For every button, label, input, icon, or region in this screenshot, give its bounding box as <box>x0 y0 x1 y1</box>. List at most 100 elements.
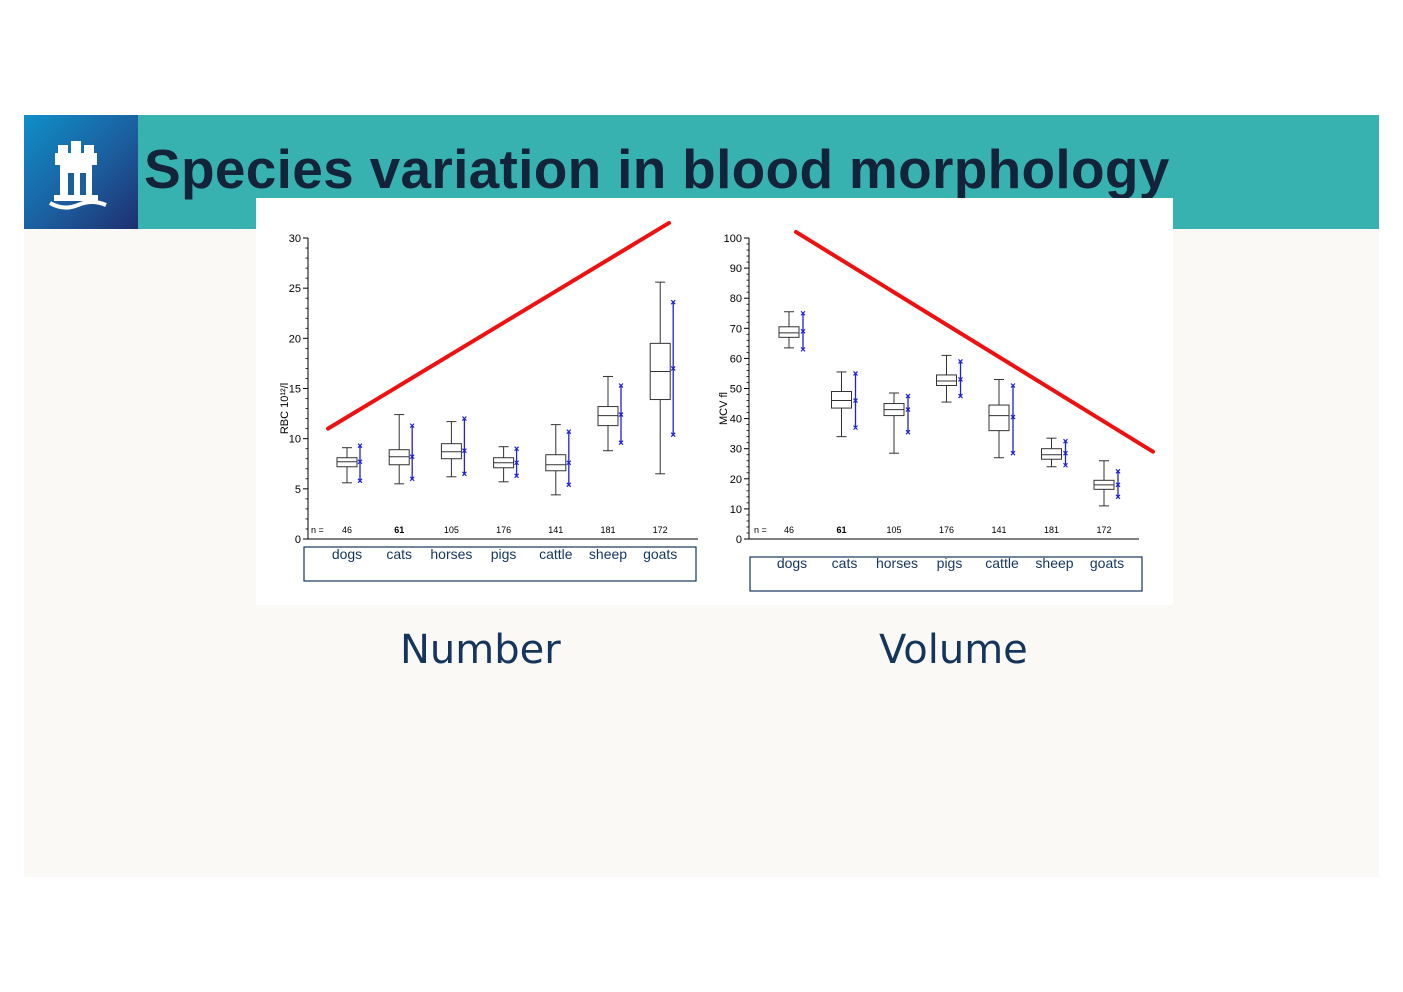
chart2-ref-marker-mid <box>1010 414 1016 420</box>
castle-icon <box>49 141 107 210</box>
chart1-category-cattle: cattle <box>539 546 573 562</box>
chart1-category-cats: cats <box>386 546 412 562</box>
chart2-n-value-cattle: 141 <box>991 525 1006 535</box>
chart2-ref-marker-low <box>905 429 911 435</box>
chart1-box-cats <box>388 449 410 466</box>
chart2-y-axis-label: MCV fl <box>718 392 730 425</box>
chart2-category-goats: goats <box>1090 555 1124 571</box>
chart2-ref-marker-mid <box>1063 450 1068 456</box>
chart2-y-tick-label: 90 <box>730 263 742 275</box>
chart2-ref-marker-high <box>1115 468 1121 474</box>
chart1-ref-marker-high <box>618 383 624 388</box>
chart1-ref-marker-high <box>357 443 363 449</box>
chart2-category-dogs: dogs <box>777 555 807 571</box>
chart2-y-tick-label: 0 <box>736 534 742 546</box>
chart1-ref-marker-mid <box>670 366 676 371</box>
chart1-n-value-goats: 172 <box>653 525 668 535</box>
chart1-y-tick-label: 25 <box>289 283 301 295</box>
chart2-ref-marker-high <box>905 393 911 399</box>
chart1-ref-marker-low <box>409 476 415 482</box>
chart1-ref-marker-low <box>566 482 572 488</box>
chart2-n-value-goats: 172 <box>1096 525 1111 535</box>
chart1-y-tick-label: 30 <box>289 233 301 245</box>
chart1-y-tick-label: 15 <box>289 384 301 396</box>
chart1-category-goats: goats <box>643 546 677 562</box>
chart2-ref-marker-mid <box>905 407 911 412</box>
chart1-box-dogs <box>336 457 358 468</box>
chart2-n-value-horses: 105 <box>886 525 901 535</box>
chart2-box-dogs <box>778 326 800 338</box>
chart1-y-tick-label: 10 <box>289 434 301 446</box>
title-bar: Species variation in blood morphology <box>24 115 1379 229</box>
chart1-ref-marker-high <box>566 429 572 435</box>
chart1-ref-marker-mid <box>514 460 520 466</box>
chart1-y-tick-label: 0 <box>295 534 301 546</box>
chart2-trend-line-decreasing <box>794 229 1155 454</box>
chart2-ref-marker-low <box>800 346 806 352</box>
chart2-ref-marker-high <box>1063 438 1068 444</box>
chart2-y-tick-label: 80 <box>730 293 742 305</box>
university-logo <box>24 115 138 229</box>
chart1-category-pigs: pigs <box>491 546 517 562</box>
chart1-category-sheep: sheep <box>589 546 627 562</box>
chart1-box-sheep <box>597 406 619 427</box>
chart1-category-dogs: dogs <box>332 546 362 562</box>
chart2-ref-marker-low <box>958 393 963 399</box>
chart1-ref-marker-low <box>670 432 676 438</box>
chart1-ref-marker-high <box>670 299 676 305</box>
chart2-category-box <box>749 556 1143 592</box>
chart1-ref-marker-mid <box>566 460 572 466</box>
chart2-y-tick-label: 70 <box>730 323 742 335</box>
chart1-n-value-cattle: 141 <box>548 525 563 535</box>
chart1-n-value-sheep: 181 <box>600 525 615 535</box>
chart2-category-pigs: pigs <box>937 555 963 571</box>
chart1-ref-marker-mid <box>618 412 624 418</box>
chart1-n-value-horses: 105 <box>444 525 459 535</box>
chart1-n-value-pigs: 176 <box>496 525 511 535</box>
slide-title: Species variation in blood morphology <box>144 138 1170 200</box>
chart2-ref-marker-mid <box>853 398 858 403</box>
chart1-n-value-cats: 61 <box>394 525 404 535</box>
chart1-ref-marker-low <box>357 478 363 484</box>
chart1-ref-marker-mid <box>409 454 415 460</box>
chart2-category-cats: cats <box>832 555 858 571</box>
chart2-ref-marker-high <box>853 371 858 376</box>
chart2-ref-marker-high <box>1010 383 1016 388</box>
chart2-ref-marker-mid <box>800 328 806 334</box>
chart1-y-tick-label: 5 <box>295 484 301 496</box>
chart2-n-label: n = <box>754 525 767 535</box>
chart1-category-horses: horses <box>430 546 472 562</box>
chart2-y-tick-label: 100 <box>724 233 742 245</box>
chart2-ref-marker-low <box>1063 462 1068 468</box>
chart2-ref-marker-low <box>853 425 858 431</box>
chart1-category-box <box>303 546 697 582</box>
chart1-ref-marker-low <box>618 440 624 446</box>
chart2-ref-marker-high <box>958 358 963 364</box>
chart2-box-pigs <box>936 374 957 386</box>
chart2-y-tick-label: 20 <box>730 474 742 486</box>
chart1-ref-marker-mid <box>461 448 467 454</box>
chart2-category-sheep: sheep <box>1035 555 1073 571</box>
chart1-box-horses <box>440 443 462 460</box>
chart1-ref-marker-high <box>514 446 520 452</box>
chart1-box-cattle <box>545 454 567 472</box>
chart1-ref-marker-low <box>461 471 467 477</box>
chart2-y-tick-label: 50 <box>730 384 742 396</box>
chart2-ref-marker-mid <box>958 377 963 382</box>
chart2-n-value-dogs: 46 <box>784 525 794 535</box>
chart1-ref-marker-mid <box>357 459 363 465</box>
chart1-y-tick-label: 20 <box>289 333 301 345</box>
chart2-ref-marker-low <box>1010 450 1016 456</box>
chart2-ref-marker-high <box>800 310 806 316</box>
chart2-y-tick-label: 60 <box>730 353 742 365</box>
chart2-y-tick-label: 40 <box>730 414 742 426</box>
chart2-ref-marker-low <box>1115 494 1121 500</box>
chart2-y-tick-label: 30 <box>730 444 742 456</box>
chart1-ref-marker-low <box>514 473 520 479</box>
charts-svg: 0 5 10 15 20 25 30 RBC 10¹²/l n = 46 dogs 61 cats 105… <box>279 220 1155 592</box>
chart2-ref-marker-mid <box>1115 482 1121 488</box>
caption-number: Number <box>400 627 561 673</box>
chart1-y-axis-label: RBC 10¹²/l <box>279 383 291 434</box>
chart1-ref-marker-high <box>409 423 415 429</box>
chart1-n-value-dogs: 46 <box>342 525 352 535</box>
